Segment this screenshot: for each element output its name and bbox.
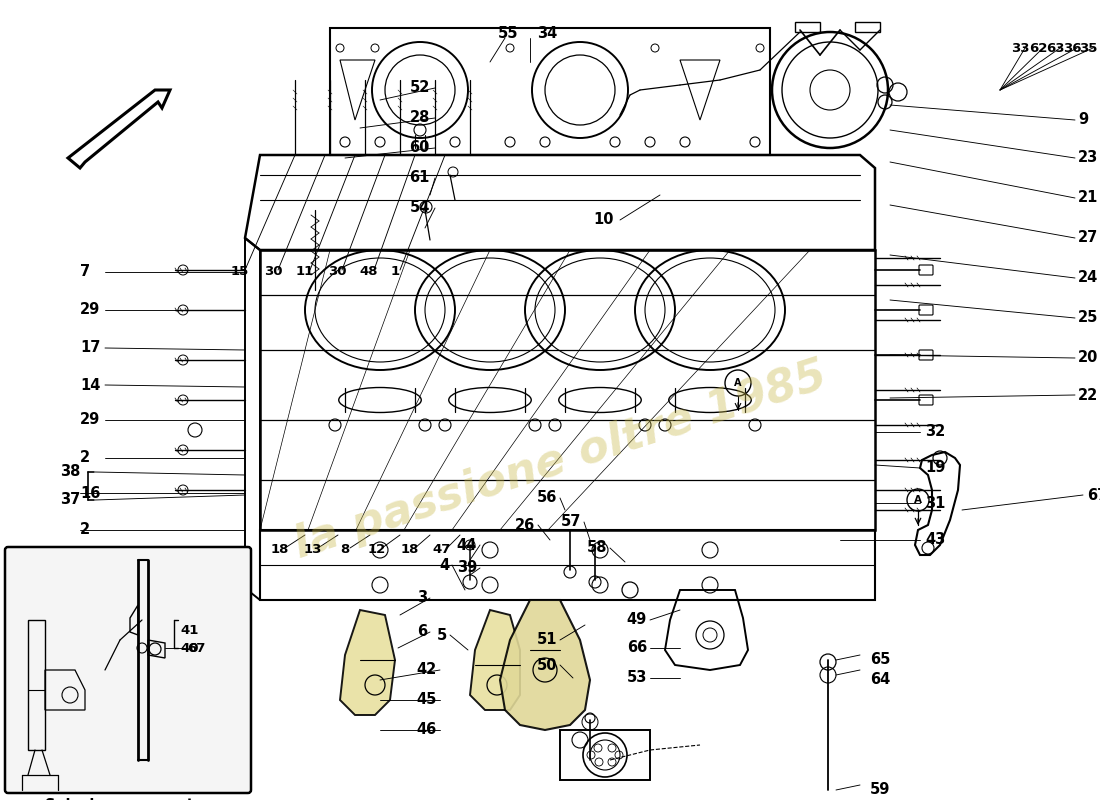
Text: 61: 61 — [409, 170, 430, 186]
Text: 51: 51 — [537, 633, 557, 647]
Text: 43: 43 — [925, 533, 945, 547]
Text: 47: 47 — [432, 543, 451, 556]
FancyBboxPatch shape — [918, 305, 933, 315]
FancyBboxPatch shape — [918, 265, 933, 275]
Text: 49: 49 — [627, 613, 647, 627]
Text: 37: 37 — [60, 493, 80, 507]
Text: 50: 50 — [537, 658, 557, 673]
Text: 32: 32 — [925, 425, 945, 439]
Text: 55: 55 — [498, 26, 518, 41]
Text: 57: 57 — [561, 514, 581, 530]
Text: 40: 40 — [180, 642, 198, 654]
Text: 29: 29 — [80, 413, 100, 427]
Text: 36: 36 — [1063, 42, 1081, 54]
Text: 8: 8 — [340, 543, 350, 556]
Text: 14: 14 — [80, 378, 100, 393]
FancyBboxPatch shape — [6, 547, 251, 793]
Text: la passione oltre 1985: la passione oltre 1985 — [288, 354, 832, 566]
Text: 29: 29 — [80, 302, 100, 318]
Text: 18: 18 — [400, 543, 419, 556]
Text: 19: 19 — [925, 461, 945, 475]
Text: 64: 64 — [870, 673, 890, 687]
Text: 11: 11 — [296, 265, 315, 278]
Text: 41: 41 — [180, 623, 198, 637]
Text: 24: 24 — [1078, 270, 1098, 286]
Text: 52: 52 — [409, 81, 430, 95]
Text: 53: 53 — [627, 670, 647, 686]
Text: 13: 13 — [304, 543, 322, 556]
Text: 67: 67 — [1087, 487, 1100, 502]
Text: 66: 66 — [627, 641, 647, 655]
Text: 33: 33 — [1011, 42, 1030, 54]
FancyBboxPatch shape — [918, 350, 933, 360]
Text: 54: 54 — [409, 201, 430, 215]
Text: 2: 2 — [80, 450, 90, 466]
Text: 5: 5 — [437, 627, 447, 642]
Text: 2: 2 — [80, 522, 90, 538]
Text: 42: 42 — [417, 662, 437, 678]
Text: 23: 23 — [1078, 150, 1098, 166]
Text: 38: 38 — [60, 465, 80, 479]
Text: 31: 31 — [925, 495, 945, 510]
Text: 25: 25 — [1078, 310, 1099, 326]
Text: 22: 22 — [1078, 387, 1098, 402]
Text: 16: 16 — [80, 486, 100, 501]
Text: 63: 63 — [1046, 42, 1065, 54]
Text: 17: 17 — [80, 341, 100, 355]
Text: 9: 9 — [1078, 113, 1088, 127]
Text: 4: 4 — [439, 558, 449, 573]
Polygon shape — [470, 610, 520, 710]
Text: A: A — [735, 378, 741, 388]
Text: 15: 15 — [231, 265, 249, 278]
Text: 26: 26 — [515, 518, 535, 533]
Text: 60: 60 — [409, 141, 430, 155]
FancyBboxPatch shape — [918, 395, 933, 405]
Text: 30: 30 — [264, 265, 283, 278]
Text: 1: 1 — [390, 265, 399, 278]
Text: 65: 65 — [870, 653, 890, 667]
Text: 62: 62 — [1028, 42, 1047, 54]
Text: 10: 10 — [594, 213, 614, 227]
Text: 56: 56 — [537, 490, 557, 506]
Text: 58: 58 — [586, 541, 607, 555]
Text: 46: 46 — [417, 722, 437, 738]
Text: 18: 18 — [271, 543, 289, 556]
Text: 39: 39 — [456, 561, 477, 575]
Polygon shape — [340, 610, 395, 715]
Text: 12: 12 — [367, 543, 386, 556]
Text: 28: 28 — [409, 110, 430, 126]
Text: 48: 48 — [360, 265, 378, 278]
Text: Soluzione superata: Soluzione superata — [45, 798, 203, 800]
Text: 45: 45 — [417, 693, 437, 707]
Text: 27: 27 — [1078, 230, 1098, 246]
Text: 7: 7 — [80, 265, 90, 279]
Text: 3: 3 — [417, 590, 427, 606]
Text: 30: 30 — [328, 265, 346, 278]
Text: A: A — [914, 495, 922, 505]
Text: 59: 59 — [870, 782, 890, 798]
Text: 21: 21 — [1078, 190, 1099, 206]
Polygon shape — [500, 600, 590, 730]
Text: 20: 20 — [1078, 350, 1099, 366]
Text: 44: 44 — [456, 538, 477, 553]
Text: 67: 67 — [187, 642, 206, 654]
Text: 35: 35 — [1079, 42, 1097, 54]
Text: 6: 6 — [417, 625, 427, 639]
Text: 34: 34 — [537, 26, 558, 41]
